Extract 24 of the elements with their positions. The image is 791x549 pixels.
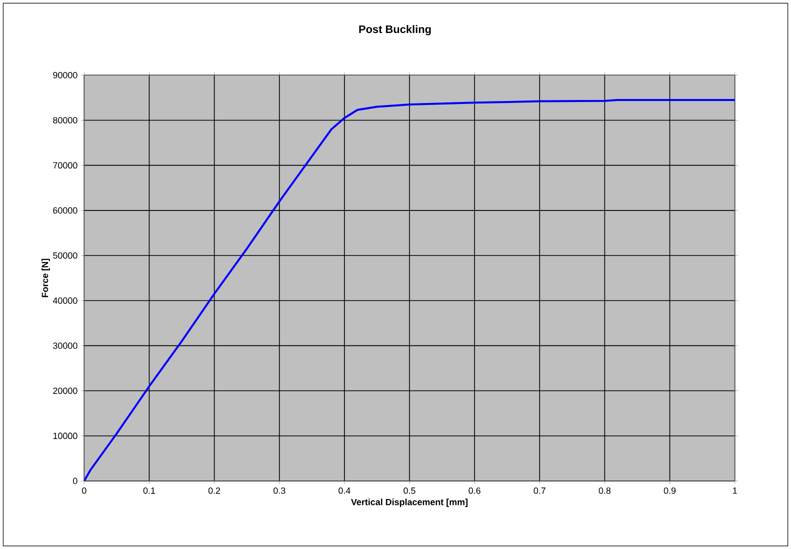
y-tick-label: 80000 (53, 117, 78, 124)
y-tick-label: 30000 (53, 342, 78, 349)
x-axis-title: Vertical Displacement [mm] (351, 498, 468, 507)
y-tick-label: 70000 (53, 162, 78, 168)
x-tick-label: 0.7 (534, 487, 546, 494)
y-tick-label: 60000 (53, 207, 78, 214)
chart-title: Post Buckling (359, 25, 431, 36)
y-tick-label: 20000 (53, 388, 78, 394)
x-tick-label: 0.6 (468, 487, 480, 494)
y-tick-label: 10000 (53, 432, 78, 439)
y-tick-label: 50000 (53, 252, 78, 259)
x-tick-label: 0.5 (404, 487, 416, 494)
y-tick-label: 40000 (52, 297, 78, 304)
x-tick-label: 0.1 (143, 487, 156, 494)
x-tick-label: 0.2 (208, 487, 220, 494)
x-tick-label: 1 (733, 487, 737, 494)
x-tick-label: 0 (82, 487, 86, 494)
y-axis-title: Force [N] (42, 258, 50, 298)
x-tick-label: 0.8 (598, 487, 611, 494)
y-tick-label: 90000 (53, 72, 78, 78)
x-tick-label: 0.9 (664, 487, 676, 494)
x-tick-label: 0.4 (338, 487, 350, 494)
x-tick-label: 0.3 (273, 487, 286, 494)
y-tick-label: 0 (73, 478, 78, 484)
